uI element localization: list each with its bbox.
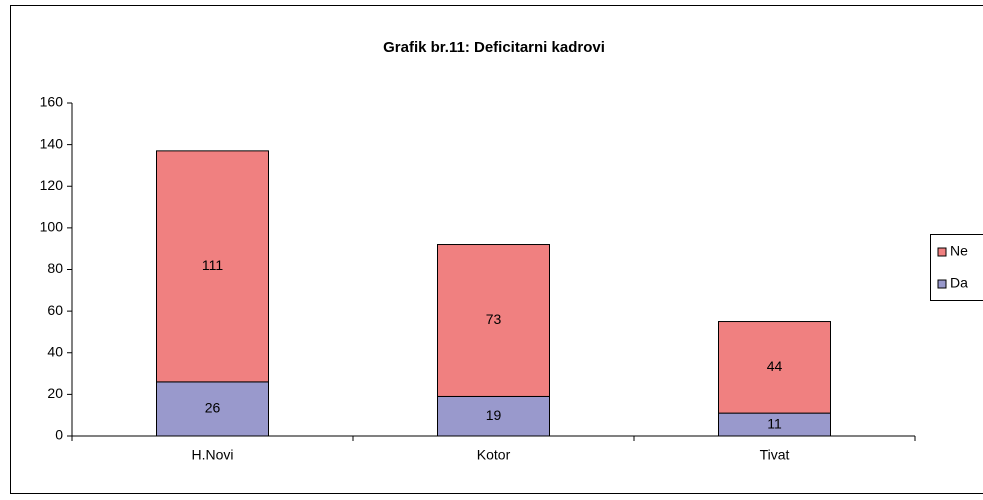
chart-title: Grafik br.11: Deficitarni kadrovi <box>383 39 605 56</box>
legend-swatch <box>938 280 946 288</box>
data-label: 11 <box>767 415 782 431</box>
data-label: 73 <box>486 311 502 327</box>
y-tick-label: 160 <box>40 94 64 110</box>
y-tick-label: 40 <box>47 343 63 359</box>
x-tick-label: H.Novi <box>191 447 233 463</box>
y-tick-label: 100 <box>40 219 64 235</box>
data-label: 44 <box>767 358 783 374</box>
legend-swatch <box>938 248 946 256</box>
y-tick-label: 0 <box>55 427 63 443</box>
data-label: 111 <box>202 257 223 273</box>
y-tick-label: 20 <box>47 385 63 401</box>
data-label: 26 <box>205 400 221 416</box>
legend-label: Da <box>950 275 968 291</box>
y-tick-label: 80 <box>47 260 63 276</box>
x-tick-label: Tivat <box>760 447 790 463</box>
y-tick-label: 140 <box>40 135 64 151</box>
legend-label: Ne <box>950 243 968 259</box>
x-tick-label: Kotor <box>477 447 511 463</box>
data-label: 19 <box>486 407 502 423</box>
y-tick-label: 60 <box>47 302 63 318</box>
y-tick-label: 120 <box>40 177 64 193</box>
